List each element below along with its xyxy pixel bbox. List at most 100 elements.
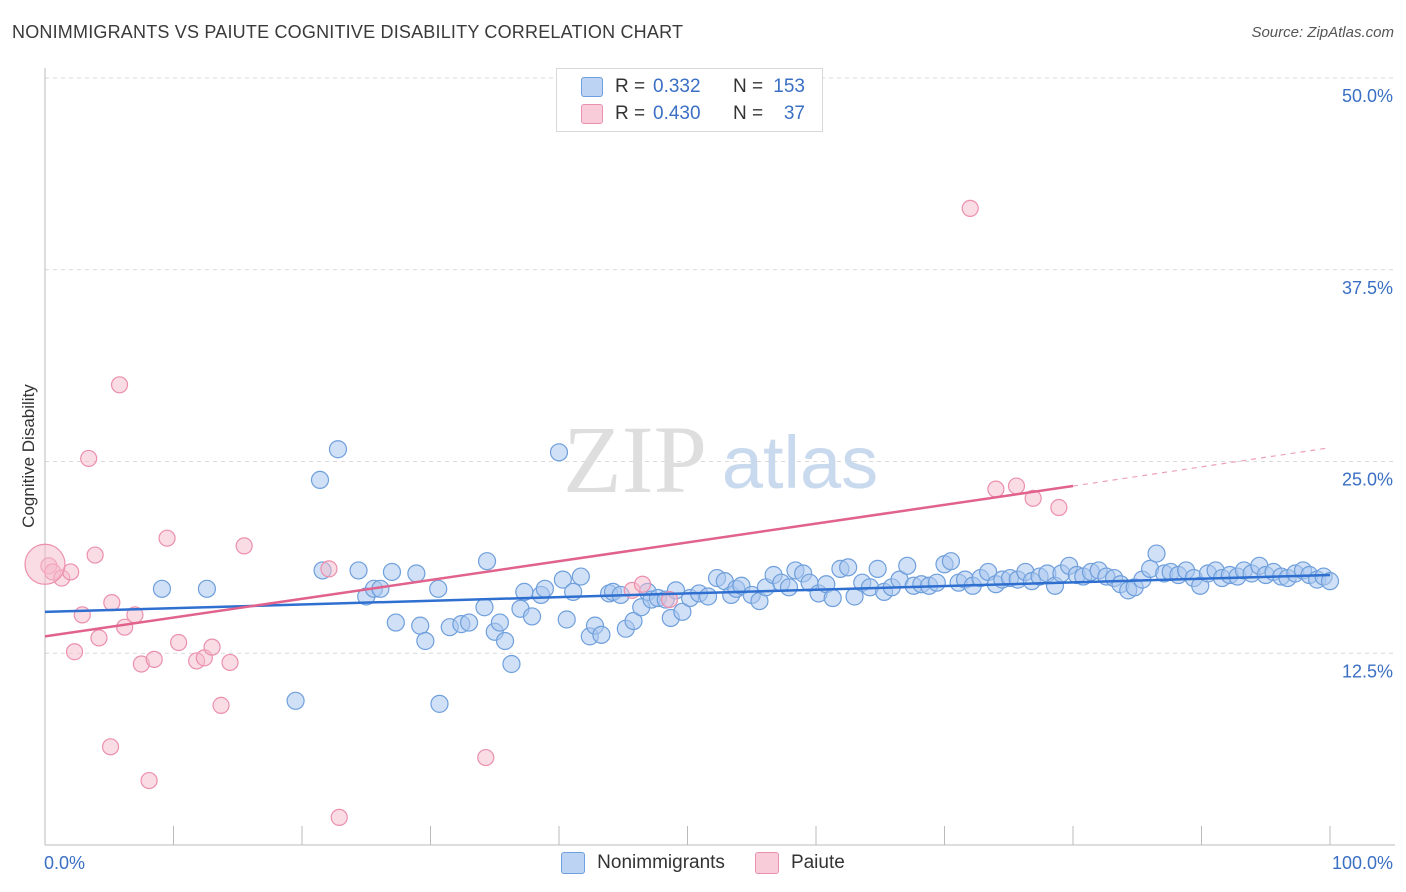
- point-nonimmigrants: [286, 691, 305, 710]
- point-paiute: [1050, 498, 1068, 517]
- point-paiute: [961, 199, 979, 217]
- legend-r-label: R =: [615, 76, 646, 97]
- trend-lines: [44, 447, 1331, 638]
- legend-item-nonimmigrants: Nonimmigrants: [561, 852, 725, 874]
- point-nonimmigrants: [411, 616, 430, 635]
- point-paiute: [320, 560, 338, 578]
- point-nonimmigrants: [557, 610, 576, 629]
- point-paiute: [170, 633, 188, 652]
- point-paiute: [80, 449, 98, 468]
- point-nonimmigrants: [475, 598, 494, 617]
- point-paiute: [212, 696, 230, 715]
- stats-legend: R = 0.332 N = 153 R = 0.430 N = 37: [556, 68, 823, 132]
- point-paiute: [660, 590, 679, 609]
- series-paiute-points: [24, 199, 1068, 826]
- legend-label-paiute: Paiute: [790, 852, 845, 873]
- y-tick-label: 25.0%: [1342, 470, 1393, 490]
- legend-n-value: 153: [773, 76, 805, 97]
- legend-item-paiute: Paiute: [754, 852, 845, 874]
- legend-row-nonimmigrants: R = 0.332 N = 153: [581, 75, 805, 99]
- point-nonimmigrants: [152, 579, 172, 598]
- point-paiute: [221, 653, 239, 672]
- watermark-atlas: atlas: [722, 421, 878, 504]
- watermark-zip: ZIP: [563, 406, 707, 513]
- point-nonimmigrants: [490, 613, 509, 632]
- legend-n-label: N =: [733, 76, 764, 97]
- legend-n-value: 37: [783, 103, 805, 124]
- y-tick-label: 37.5%: [1342, 278, 1393, 298]
- point-paiute: [86, 546, 104, 564]
- point-nonimmigrants: [553, 570, 572, 589]
- point-paiute: [330, 808, 348, 826]
- point-paiute: [477, 748, 495, 767]
- point-nonimmigrants: [823, 588, 842, 608]
- point-nonimmigrants: [624, 611, 643, 631]
- legend-n-label: N =: [733, 103, 764, 124]
- legend-swatch-blue: [581, 77, 603, 97]
- x-tick-label-max: 100.0%: [1332, 853, 1393, 873]
- source-credit: Source: ZipAtlas.com: [1251, 24, 1394, 41]
- legend-swatch-paiute: [754, 852, 779, 874]
- point-nonimmigrants: [673, 602, 692, 621]
- series-legend: Nonimmigrants Paiute: [0, 852, 1406, 874]
- point-nonimmigrants: [502, 654, 521, 674]
- point-nonimmigrants: [310, 470, 330, 490]
- y-tick-label: 12.5%: [1342, 661, 1393, 681]
- point-paiute: [1024, 489, 1042, 507]
- point-paiute: [140, 771, 158, 790]
- point-nonimmigrants: [1320, 572, 1340, 591]
- point-nonimmigrants: [495, 631, 515, 651]
- legend-row-paiute: R = 0.430 N = 37: [581, 102, 805, 126]
- point-paiute: [235, 537, 253, 555]
- point-nonimmigrants: [407, 564, 426, 583]
- point-nonimmigrants: [416, 631, 435, 651]
- legend-swatch-pink: [581, 104, 603, 124]
- legend-label-nonimmigrants: Nonimmigrants: [597, 852, 725, 873]
- chart-title: NONIMMIGRANTS VS PAIUTE COGNITIVE DISABI…: [12, 22, 684, 42]
- x-tick-label-min: 0.0%: [44, 853, 85, 873]
- point-nonimmigrants: [382, 562, 402, 582]
- point-paiute: [203, 638, 221, 656]
- legend-r-value: 0.430: [653, 103, 701, 124]
- trend-line-paiute-extension: [1072, 447, 1331, 487]
- point-paiute: [90, 629, 108, 647]
- point-nonimmigrants: [328, 440, 348, 459]
- point-nonimmigrants: [779, 578, 799, 597]
- point-nonimmigrants: [941, 552, 961, 571]
- point-nonimmigrants: [429, 579, 448, 598]
- point-nonimmigrants: [459, 613, 479, 632]
- point-paiute: [158, 529, 176, 547]
- point-paiute: [110, 376, 129, 394]
- point-paiute: [633, 575, 652, 593]
- point-nonimmigrants: [522, 607, 542, 626]
- point-nonimmigrants: [571, 567, 590, 586]
- legend-r-value: 0.332: [653, 76, 701, 97]
- point-paiute: [145, 650, 163, 668]
- point-nonimmigrants: [349, 561, 368, 580]
- trend-line-paiute: [44, 484, 1074, 638]
- tick-labels: 12.5% 25.0% 37.5% 50.0% 0.0% 100.0%: [44, 86, 1393, 873]
- point-nonimmigrants: [535, 579, 554, 598]
- point-nonimmigrants: [698, 587, 718, 606]
- point-paiute: [987, 480, 1005, 498]
- point-paiute: [73, 606, 91, 624]
- point-nonimmigrants: [1147, 544, 1166, 563]
- point-paiute: [24, 543, 66, 585]
- point-nonimmigrants: [549, 443, 569, 462]
- legend-swatch-nonimmigrants: [561, 852, 586, 874]
- y-tick-label: 50.0%: [1342, 86, 1393, 106]
- point-nonimmigrants: [430, 694, 449, 713]
- point-paiute: [101, 738, 120, 756]
- point-nonimmigrants: [898, 556, 917, 575]
- point-paiute: [1007, 477, 1026, 495]
- legend-r-label: R =: [615, 103, 646, 124]
- point-nonimmigrants: [927, 573, 946, 592]
- point-nonimmigrants: [868, 559, 887, 578]
- point-nonimmigrants: [839, 558, 858, 577]
- point-nonimmigrants: [197, 579, 217, 598]
- axes: [44, 68, 1395, 846]
- point-paiute: [65, 643, 84, 661]
- point-nonimmigrants: [477, 552, 497, 571]
- point-nonimmigrants: [592, 625, 611, 644]
